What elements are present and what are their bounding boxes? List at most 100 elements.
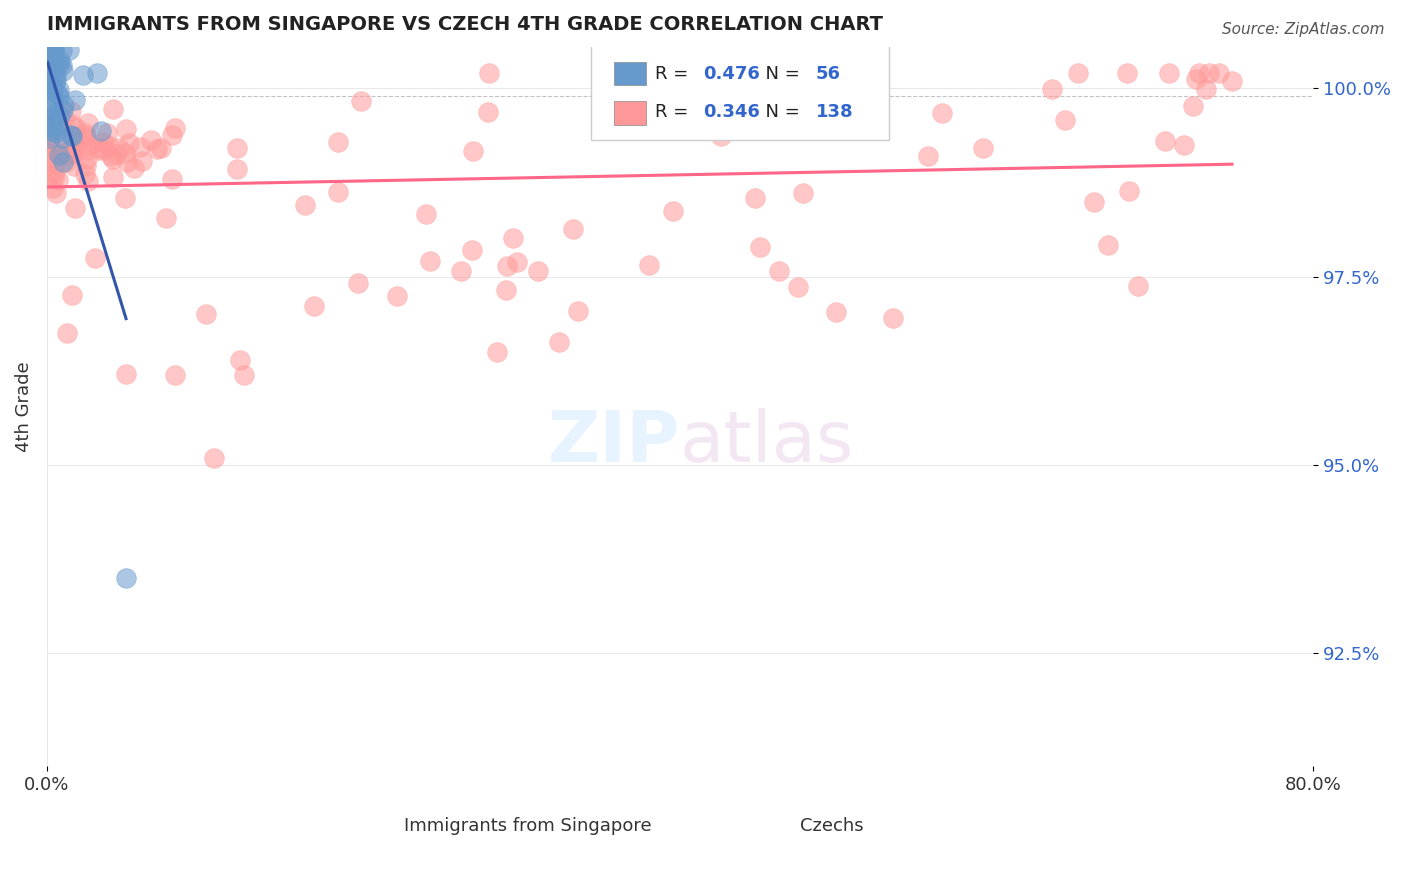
FancyBboxPatch shape [408, 802, 440, 828]
Point [505, 255, 527, 269]
Point [66, 128, 89, 143]
Point [1126, 278, 1149, 293]
Point [786, 280, 808, 294]
Point [49, 148, 72, 162]
Point [48, 57, 70, 71]
Point [38, 170, 60, 185]
Point [76, 143, 98, 157]
Point [60, 147, 83, 161]
Point [44, 44, 66, 58]
Point [115, 154, 138, 169]
Point [41, 144, 63, 158]
Point [1053, 112, 1076, 127]
Point [42, 107, 65, 121]
Y-axis label: 4th Grade: 4th Grade [15, 361, 32, 452]
Point [72, 131, 94, 145]
Point [42, 44, 65, 58]
Point [1220, 74, 1243, 88]
Point [225, 141, 247, 155]
Point [39, 108, 62, 122]
Point [75, 159, 97, 173]
Point [229, 353, 252, 368]
Point [48, 109, 70, 123]
Point [94, 143, 117, 157]
Point [48, 148, 70, 162]
Point [779, 108, 801, 122]
Point [858, 89, 880, 103]
Point [146, 142, 169, 156]
Point [547, 335, 569, 350]
Point [450, 263, 472, 277]
Point [39, 137, 62, 152]
Point [53, 149, 76, 163]
Point [1067, 66, 1090, 80]
Point [461, 145, 484, 159]
Point [42, 95, 65, 109]
Point [87, 141, 110, 155]
Point [42, 44, 65, 58]
Point [165, 368, 187, 382]
Point [44, 186, 66, 201]
Point [101, 102, 124, 116]
Point [562, 222, 585, 236]
Point [101, 170, 124, 185]
Point [1083, 194, 1105, 209]
Point [131, 153, 153, 168]
Point [73, 167, 96, 181]
Point [77, 173, 100, 187]
Point [155, 211, 177, 226]
Point [502, 231, 524, 245]
Point [52, 98, 75, 112]
Point [76, 152, 98, 166]
Point [478, 66, 501, 80]
Point [48, 88, 70, 103]
Point [825, 304, 848, 318]
Point [41, 94, 63, 108]
Point [38, 77, 60, 91]
Point [98, 138, 121, 153]
Point [415, 207, 437, 221]
Point [495, 259, 517, 273]
Point [41, 78, 63, 93]
Point [76, 129, 98, 144]
Point [477, 105, 499, 120]
Point [350, 94, 373, 108]
Point [114, 191, 136, 205]
Point [39, 155, 62, 169]
Point [72, 68, 94, 82]
Point [65, 121, 87, 136]
Point [46, 173, 69, 187]
Point [39, 45, 62, 60]
Point [115, 367, 138, 381]
Point [160, 128, 183, 142]
Point [79, 136, 101, 151]
Point [41, 151, 63, 165]
Point [45, 72, 67, 87]
Text: 0.346: 0.346 [703, 103, 759, 121]
Point [1182, 98, 1205, 112]
Point [385, 289, 408, 303]
Point [118, 136, 141, 150]
Point [485, 345, 508, 359]
Point [44, 119, 66, 133]
Point [225, 161, 247, 176]
Point [603, 96, 626, 111]
Point [37, 44, 59, 58]
Point [58, 143, 80, 157]
Point [90, 124, 112, 138]
Point [749, 240, 772, 254]
Point [87, 143, 110, 157]
Point [38, 61, 60, 75]
Point [419, 254, 441, 268]
Point [39, 82, 62, 96]
Point [768, 264, 790, 278]
Point [139, 133, 162, 147]
FancyBboxPatch shape [614, 62, 645, 85]
Point [44, 109, 66, 123]
Point [1042, 82, 1064, 96]
Point [103, 152, 125, 166]
Point [63, 159, 86, 173]
Point [65, 93, 87, 107]
Point [51, 44, 73, 58]
Point [326, 185, 349, 199]
